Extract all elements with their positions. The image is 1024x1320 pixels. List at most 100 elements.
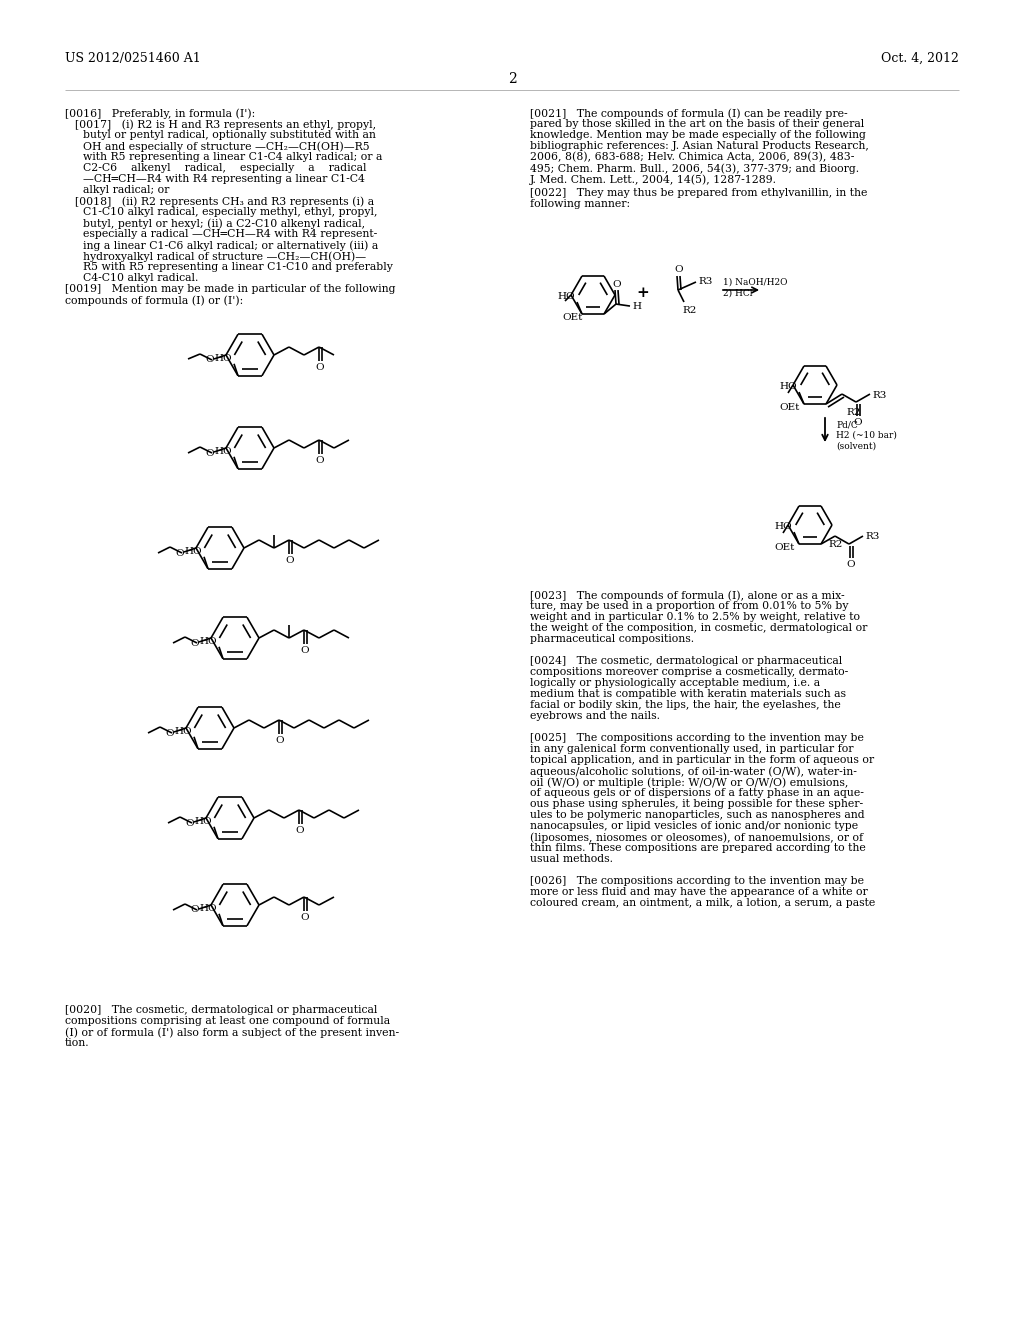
Text: tion.: tion. — [65, 1038, 90, 1048]
Text: weight and in particular 0.1% to 2.5% by weight, relative to: weight and in particular 0.1% to 2.5% by… — [530, 612, 860, 622]
Text: [0017]   (i) R2 is H and R3 represents an ethyl, propyl,: [0017] (i) R2 is H and R3 represents an … — [75, 119, 376, 129]
Text: C2-C6    alkenyl    radical,    especially    a    radical: C2-C6 alkenyl radical, especially a radi… — [83, 162, 367, 173]
Text: 2006, 8(8), 683-688; Helv. Chimica Acta, 2006, 89(3), 483-: 2006, 8(8), 683-688; Helv. Chimica Acta,… — [530, 152, 854, 162]
Text: HO: HO — [200, 904, 217, 913]
Text: of aqueous gels or of dispersions of a fatty phase in an aque-: of aqueous gels or of dispersions of a f… — [530, 788, 864, 799]
Text: HO: HO — [214, 446, 232, 455]
Text: HO: HO — [174, 727, 193, 735]
Text: alkyl radical; or: alkyl radical; or — [83, 185, 169, 195]
Text: pared by those skilled in the art on the basis of their general: pared by those skilled in the art on the… — [530, 119, 864, 129]
Text: 1) NaOH/H2O: 1) NaOH/H2O — [723, 279, 787, 286]
Text: O: O — [301, 645, 309, 655]
Text: C1-C10 alkyl radical, especially methyl, ethyl, propyl,: C1-C10 alkyl radical, especially methyl,… — [83, 207, 378, 216]
Text: aqueous/alcoholic solutions, of oil-in-water (O/W), water-in-: aqueous/alcoholic solutions, of oil-in-w… — [530, 766, 857, 776]
Text: R3: R3 — [698, 276, 713, 285]
Text: topical application, and in particular in the form of aqueous or: topical application, and in particular i… — [530, 755, 874, 766]
Text: HO: HO — [557, 292, 575, 301]
Text: ous phase using spherules, it being possible for these spher-: ous phase using spherules, it being poss… — [530, 799, 863, 809]
Text: R3: R3 — [872, 391, 887, 400]
Text: (I) or of formula (I') also form a subject of the present inven-: (I) or of formula (I') also form a subje… — [65, 1027, 399, 1038]
Text: 2: 2 — [508, 73, 516, 86]
Text: O: O — [301, 913, 309, 921]
Text: O: O — [190, 906, 199, 915]
Text: [0018]   (ii) R2 represents CH₃ and R3 represents (i) a: [0018] (ii) R2 represents CH₃ and R3 rep… — [75, 195, 374, 206]
Text: compositions comprising at least one compound of formula: compositions comprising at least one com… — [65, 1016, 390, 1026]
Text: US 2012/0251460 A1: US 2012/0251460 A1 — [65, 51, 201, 65]
Text: O: O — [315, 363, 325, 372]
Text: H2 (~10 bar): H2 (~10 bar) — [836, 432, 897, 440]
Text: —CH═CH—R4 with R4 representing a linear C1-C4: —CH═CH—R4 with R4 representing a linear … — [83, 174, 365, 183]
Text: more or less fluid and may have the appearance of a white or: more or less fluid and may have the appe… — [530, 887, 867, 898]
Text: O: O — [275, 737, 285, 744]
Text: butyl or pentyl radical, optionally substituted with an: butyl or pentyl radical, optionally subs… — [83, 129, 376, 140]
Text: HO: HO — [774, 521, 792, 531]
Text: OEt: OEt — [563, 313, 584, 322]
Text: HO: HO — [200, 636, 217, 645]
Text: eyebrows and the nails.: eyebrows and the nails. — [530, 711, 660, 721]
Text: [0026]   The compositions according to the invention may be: [0026] The compositions according to the… — [530, 876, 864, 886]
Text: HO: HO — [184, 546, 202, 556]
Text: 2) HCl: 2) HCl — [723, 289, 753, 298]
Text: especially a radical —CH═CH—R4 with R4 represent-: especially a radical —CH═CH—R4 with R4 r… — [83, 228, 377, 239]
Text: J. Med. Chem. Lett., 2004, 14(5), 1287-1289.: J. Med. Chem. Lett., 2004, 14(5), 1287-1… — [530, 174, 777, 185]
Text: C4-C10 alkyl radical.: C4-C10 alkyl radical. — [83, 273, 199, 282]
Text: oil (W/O) or multiple (triple: W/O/W or O/W/O) emulsions,: oil (W/O) or multiple (triple: W/O/W or … — [530, 777, 848, 788]
Text: OH and especially of structure —CH₂—CH(OH)—R5: OH and especially of structure —CH₂—CH(O… — [83, 141, 370, 152]
Text: (solvent): (solvent) — [836, 442, 877, 451]
Text: ules to be polymeric nanoparticles, such as nanospheres and: ules to be polymeric nanoparticles, such… — [530, 810, 864, 820]
Text: coloured cream, an ointment, a milk, a lotion, a serum, a paste: coloured cream, an ointment, a milk, a l… — [530, 898, 876, 908]
Text: the weight of the composition, in cosmetic, dermatological or: the weight of the composition, in cosmet… — [530, 623, 867, 634]
Text: O: O — [206, 355, 214, 364]
Text: O: O — [175, 549, 184, 557]
Text: with R5 representing a linear C1-C4 alkyl radical; or a: with R5 representing a linear C1-C4 alky… — [83, 152, 382, 162]
Text: O: O — [296, 826, 304, 836]
Text: O: O — [612, 280, 622, 289]
Text: [0021]   The compounds of formula (I) can be readily pre-: [0021] The compounds of formula (I) can … — [530, 108, 848, 119]
Text: pharmaceutical compositions.: pharmaceutical compositions. — [530, 634, 694, 644]
Text: butyl, pentyl or hexyl; (ii) a C2-C10 alkenyl radical,: butyl, pentyl or hexyl; (ii) a C2-C10 al… — [83, 218, 366, 228]
Text: nanocapsules, or lipid vesicles of ionic and/or nonionic type: nanocapsules, or lipid vesicles of ionic… — [530, 821, 858, 832]
Text: ing a linear C1-C6 alkyl radical; or alternatively (iii) a: ing a linear C1-C6 alkyl radical; or alt… — [83, 240, 378, 251]
Text: logically or physiologically acceptable medium, i.e. a: logically or physiologically acceptable … — [530, 678, 820, 688]
Text: HO: HO — [214, 354, 232, 363]
Text: following manner:: following manner: — [530, 199, 630, 209]
Text: O: O — [315, 455, 325, 465]
Text: [0022]   They may thus be prepared from ethylvanillin, in the: [0022] They may thus be prepared from et… — [530, 187, 867, 198]
Text: medium that is compatible with keratin materials such as: medium that is compatible with keratin m… — [530, 689, 846, 700]
Text: O: O — [854, 418, 862, 428]
Text: hydroxyalkyl radical of structure —CH₂—CH(OH)—: hydroxyalkyl radical of structure —CH₂—C… — [83, 251, 367, 261]
Text: O: O — [847, 560, 855, 569]
Text: usual methods.: usual methods. — [530, 854, 613, 865]
Text: [0016]   Preferably, in formula (I'):: [0016] Preferably, in formula (I'): — [65, 108, 255, 119]
Text: R2: R2 — [682, 306, 696, 315]
Text: O: O — [206, 449, 214, 458]
Text: thin films. These compositions are prepared according to the: thin films. These compositions are prepa… — [530, 843, 865, 853]
Text: O: O — [185, 818, 194, 828]
Text: facial or bodily skin, the lips, the hair, the eyelashes, the: facial or bodily skin, the lips, the hai… — [530, 700, 841, 710]
Text: HO: HO — [195, 817, 212, 826]
Text: R2: R2 — [828, 540, 843, 549]
Text: (liposomes, niosomes or oleosomes), of nanoemulsions, or of: (liposomes, niosomes or oleosomes), of n… — [530, 832, 863, 842]
Text: R3: R3 — [865, 532, 880, 541]
Text: [0020]   The cosmetic, dermatological or pharmaceutical: [0020] The cosmetic, dermatological or p… — [65, 1005, 378, 1015]
Text: knowledge. Mention may be made especially of the following: knowledge. Mention may be made especiall… — [530, 129, 866, 140]
Text: O: O — [190, 639, 199, 648]
Text: [0023]   The compounds of formula (I), alone or as a mix-: [0023] The compounds of formula (I), alo… — [530, 590, 845, 601]
Text: OEt: OEt — [780, 403, 800, 412]
Text: [0025]   The compositions according to the invention may be: [0025] The compositions according to the… — [530, 733, 864, 743]
Text: compounds of formula (I) or (I'):: compounds of formula (I) or (I'): — [65, 294, 244, 305]
Text: [0019]   Mention may be made in particular of the following: [0019] Mention may be made in particular… — [65, 284, 395, 294]
Text: compositions moreover comprise a cosmetically, dermato-: compositions moreover comprise a cosmeti… — [530, 667, 848, 677]
Text: bibliographic references: J. Asian Natural Products Research,: bibliographic references: J. Asian Natur… — [530, 141, 869, 150]
Text: O: O — [165, 729, 174, 738]
Text: OEt: OEt — [775, 543, 796, 552]
Text: ture, may be used in a proportion of from 0.01% to 5% by: ture, may be used in a proportion of fro… — [530, 601, 849, 611]
Text: +: + — [637, 286, 649, 300]
Text: in any galenical form conventionally used, in particular for: in any galenical form conventionally use… — [530, 744, 853, 754]
Text: Oct. 4, 2012: Oct. 4, 2012 — [881, 51, 959, 65]
Text: R5 with R5 representing a linear C1-C10 and preferably: R5 with R5 representing a linear C1-C10 … — [83, 261, 393, 272]
Text: R2: R2 — [847, 408, 861, 417]
Text: O: O — [286, 556, 294, 565]
Text: [0024]   The cosmetic, dermatological or pharmaceutical: [0024] The cosmetic, dermatological or p… — [530, 656, 843, 667]
Text: 495; Chem. Pharm. Bull., 2006, 54(3), 377-379; and Bioorg.: 495; Chem. Pharm. Bull., 2006, 54(3), 37… — [530, 162, 859, 173]
